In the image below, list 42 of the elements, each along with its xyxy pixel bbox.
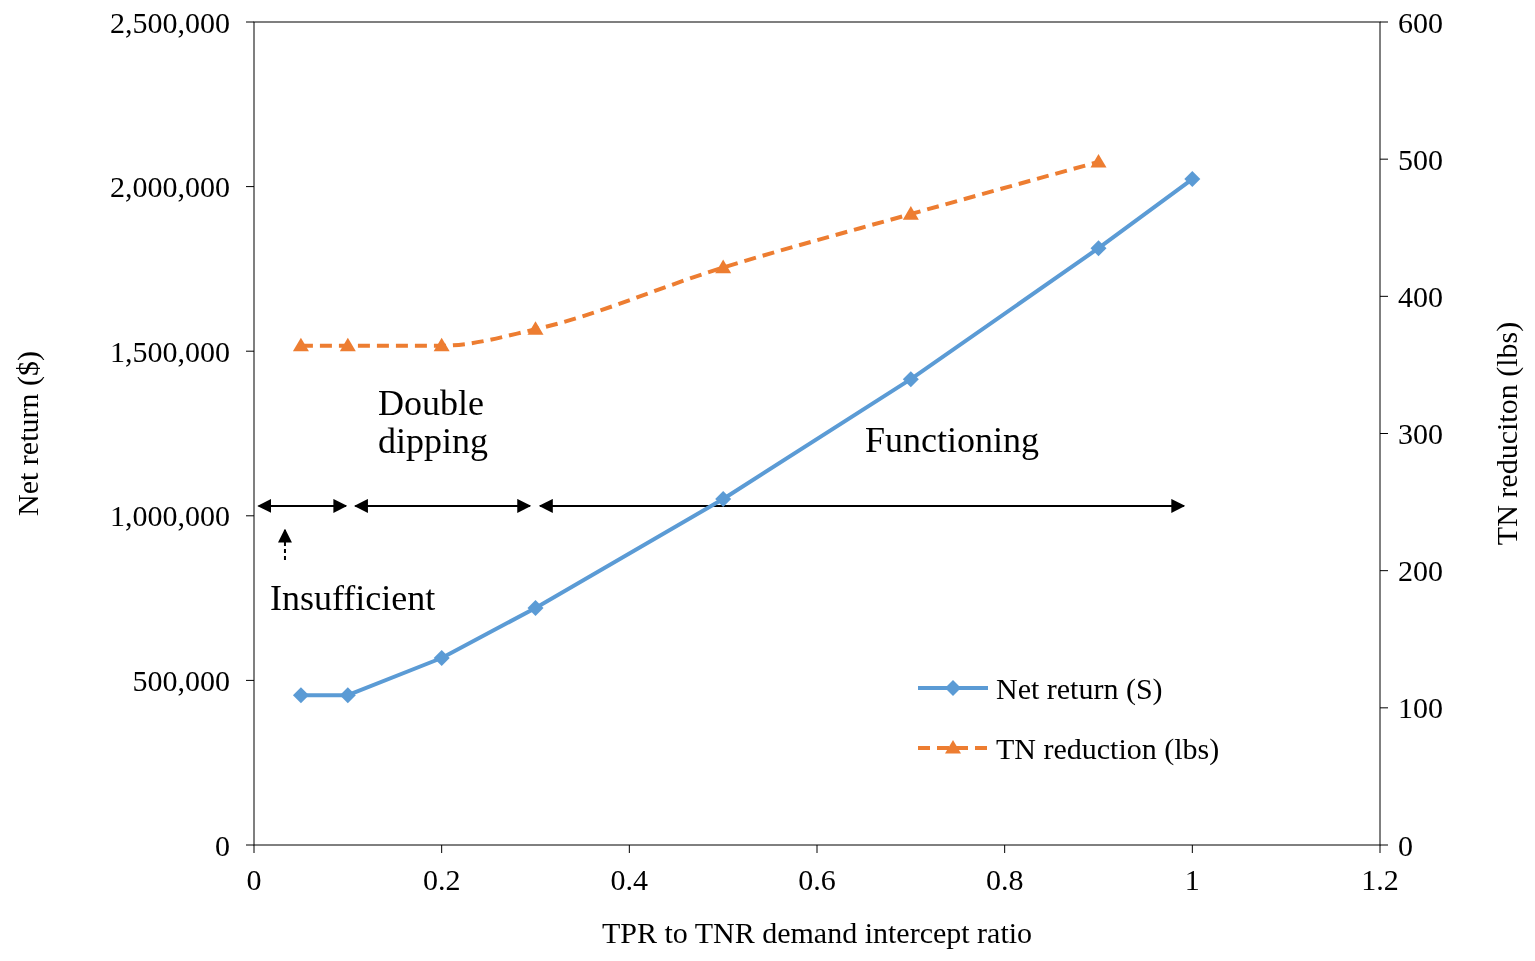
annotation: Functioning xyxy=(865,420,1040,460)
x-tick-label: 0.4 xyxy=(610,863,649,896)
y-tick-label: 2,000,000 xyxy=(110,170,230,204)
y2-tick-label: 300 xyxy=(1398,417,1443,450)
point xyxy=(433,650,450,667)
annotation: Insufficient xyxy=(270,578,436,618)
legend-label: Net return (S) xyxy=(996,671,1163,706)
x-tick-label: 0.8 xyxy=(985,863,1024,896)
annotation: Double dipping xyxy=(378,383,489,461)
y-tick-label: 1,500,000 xyxy=(110,334,230,368)
point xyxy=(433,337,450,352)
point xyxy=(1090,240,1107,257)
point xyxy=(339,687,356,704)
point xyxy=(1090,153,1107,168)
x-axis-title: TPR to TNR demand intercept ratio xyxy=(601,916,1033,949)
x-tick-label: 1 xyxy=(1184,863,1200,896)
point xyxy=(339,337,356,352)
y2-axis-title: TN reduciton (lbs) xyxy=(1490,321,1524,546)
y2-tick-label: 600 xyxy=(1398,5,1443,39)
x-tick-label: 0.2 xyxy=(422,863,461,896)
point xyxy=(527,321,544,335)
y-tick-label: 0 xyxy=(215,828,230,862)
point xyxy=(715,259,732,274)
y-tick-label: 500,000 xyxy=(132,663,230,697)
y2-tick-label: 400 xyxy=(1398,279,1443,313)
y-tick-label: 1,000,000 xyxy=(110,499,230,533)
point xyxy=(527,599,544,616)
y-tick-label: 2,500,000 xyxy=(110,5,230,39)
point xyxy=(902,206,919,220)
legend-label: TN reduction (lbs) xyxy=(996,731,1220,766)
y2-tick-label: 100 xyxy=(1398,691,1443,725)
point xyxy=(292,337,309,352)
point xyxy=(902,371,919,388)
y2-tick-label: 0 xyxy=(1398,828,1413,862)
point xyxy=(1184,171,1201,188)
x-tick-label: 0.6 xyxy=(798,863,836,896)
y2-tick-label: 200 xyxy=(1398,554,1443,588)
x-tick-label: 0 xyxy=(246,863,262,896)
point xyxy=(292,687,309,704)
y-axis-title: Net return ($) xyxy=(11,351,45,516)
x-tick-label: 1.2 xyxy=(1361,863,1399,896)
y2-tick-label: 500 xyxy=(1398,142,1443,176)
